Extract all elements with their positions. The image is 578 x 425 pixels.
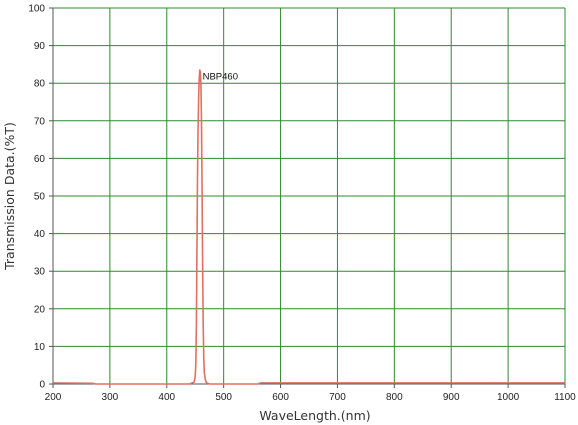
x-tick-label-1: 300: [102, 392, 119, 403]
y-tick-label-9: 90: [34, 41, 46, 52]
x-tick-label-2: 400: [158, 392, 175, 403]
x-axis-label: WaveLength.(nm): [259, 408, 370, 423]
y-tick-label-7: 70: [34, 116, 46, 127]
y-tick-labels: 0 10 20 30 40 50 60 70 80 90 100: [28, 4, 45, 391]
x-tick-label-0: 200: [45, 392, 62, 403]
x-tick-label-8: 1000: [497, 392, 520, 403]
x-tick-labels: 200 300 400 500 600 700 800 900 1000 1100: [45, 392, 577, 403]
series-layer: [52, 69, 565, 385]
y-tick-label-4: 40: [34, 229, 46, 240]
x-tick-label-6: 800: [386, 392, 403, 403]
y-axis-label: Transmission Data.(%T): [2, 122, 17, 271]
x-tick-label-9: 1100: [554, 392, 576, 403]
y-tick-label-6: 60: [34, 154, 46, 165]
y-tick-label-2: 20: [34, 304, 46, 315]
x-tick-label-3: 500: [215, 392, 232, 403]
y-tick-label-1: 10: [34, 342, 46, 353]
y-tick-label-3: 30: [34, 267, 46, 278]
series-line-0: [52, 69, 565, 385]
x-tick-label-7: 900: [443, 392, 460, 403]
x-tick-label-5: 700: [329, 392, 346, 403]
annotation-label-0: NBP460: [203, 71, 238, 82]
x-tick-label-4: 600: [272, 392, 289, 403]
annotations: NBP460: [203, 71, 238, 82]
y-tick-label-8: 80: [34, 79, 46, 90]
y-tick-label-10: 100: [28, 4, 45, 15]
y-tick-label-0: 0: [39, 380, 45, 391]
y-tick-label-5: 50: [34, 192, 46, 203]
